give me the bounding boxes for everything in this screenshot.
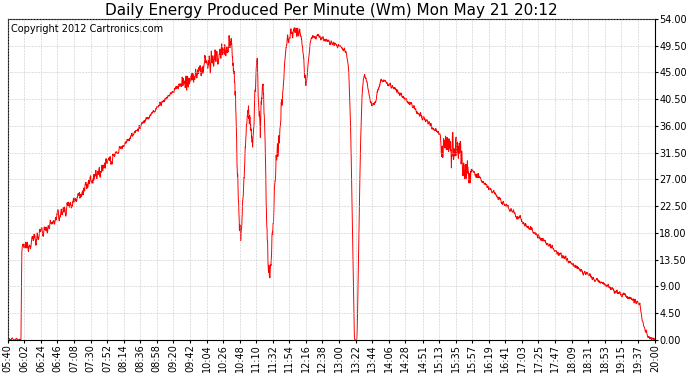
Text: Copyright 2012 Cartronics.com: Copyright 2012 Cartronics.com (11, 24, 163, 34)
Title: Daily Energy Produced Per Minute (Wm) Mon May 21 20:12: Daily Energy Produced Per Minute (Wm) Mo… (105, 3, 558, 18)
